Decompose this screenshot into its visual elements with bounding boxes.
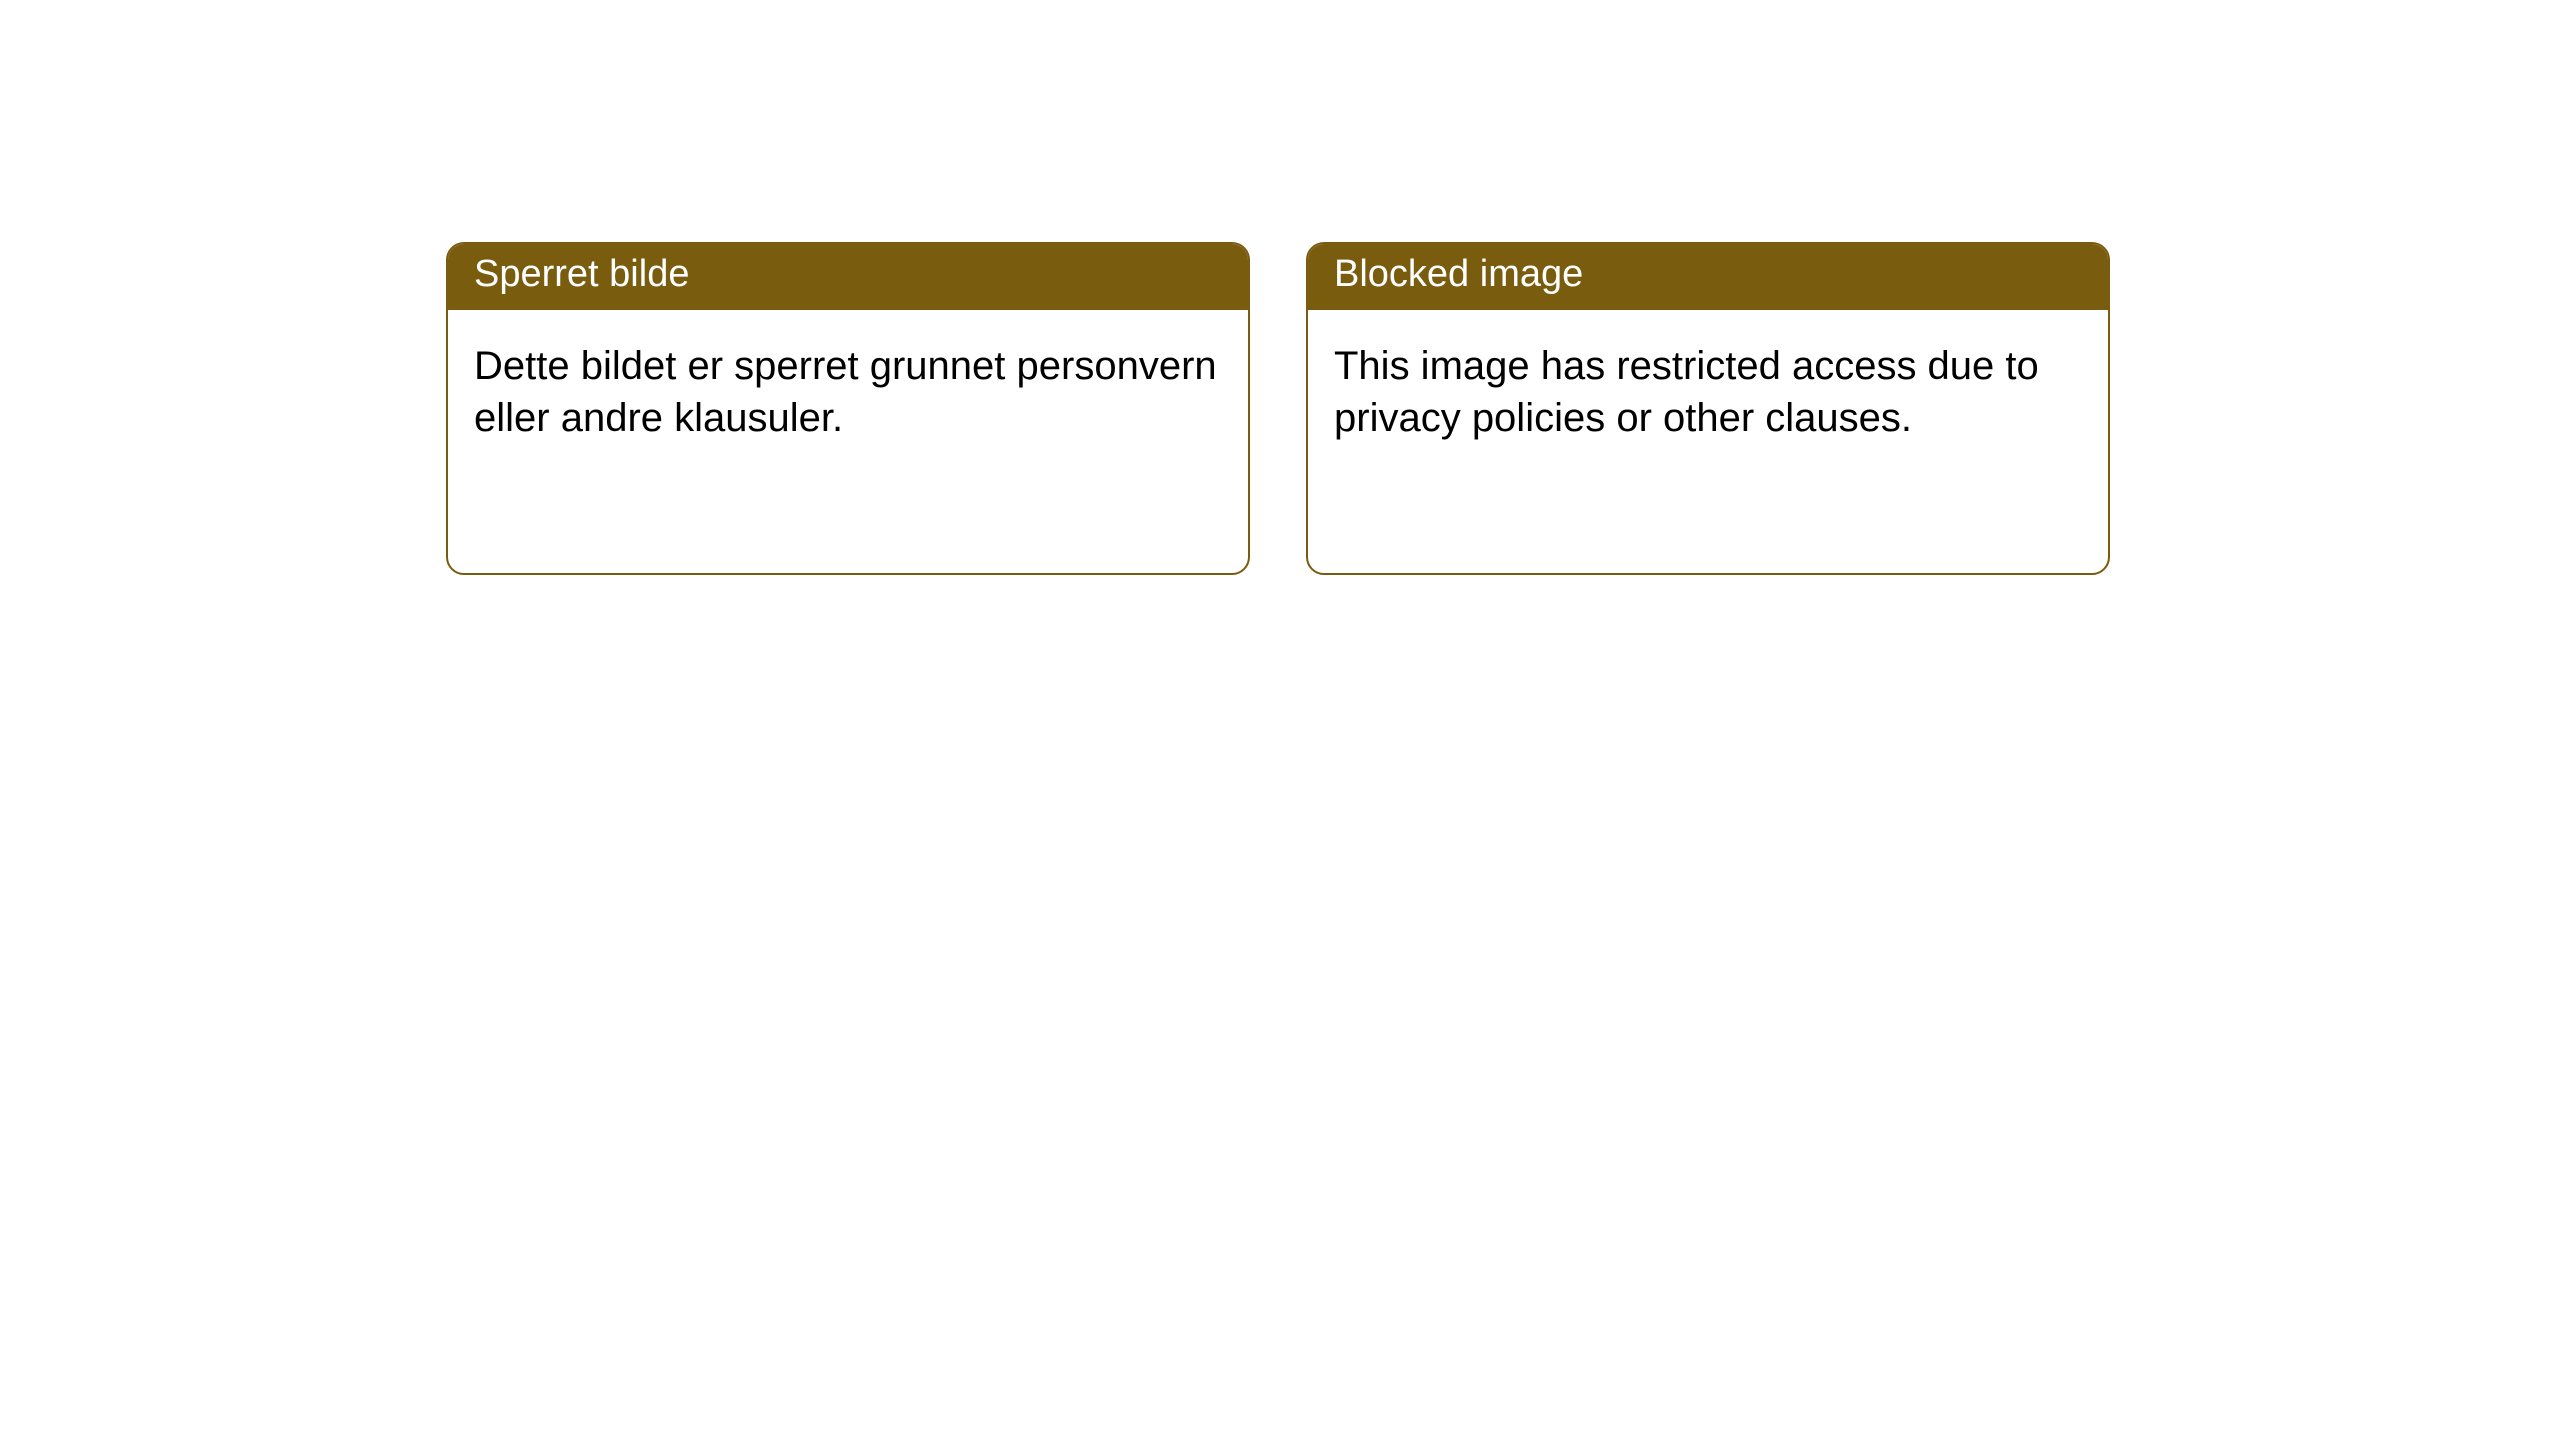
card-header: Sperret bilde <box>448 244 1248 310</box>
blocked-image-card-en: Blocked image This image has restricted … <box>1306 242 2110 575</box>
card-body: This image has restricted access due to … <box>1308 310 2108 474</box>
cards-container: Sperret bilde Dette bildet er sperret gr… <box>0 0 2560 575</box>
card-body: Dette bildet er sperret grunnet personve… <box>448 310 1248 474</box>
blocked-image-card-no: Sperret bilde Dette bildet er sperret gr… <box>446 242 1250 575</box>
card-header: Blocked image <box>1308 244 2108 310</box>
